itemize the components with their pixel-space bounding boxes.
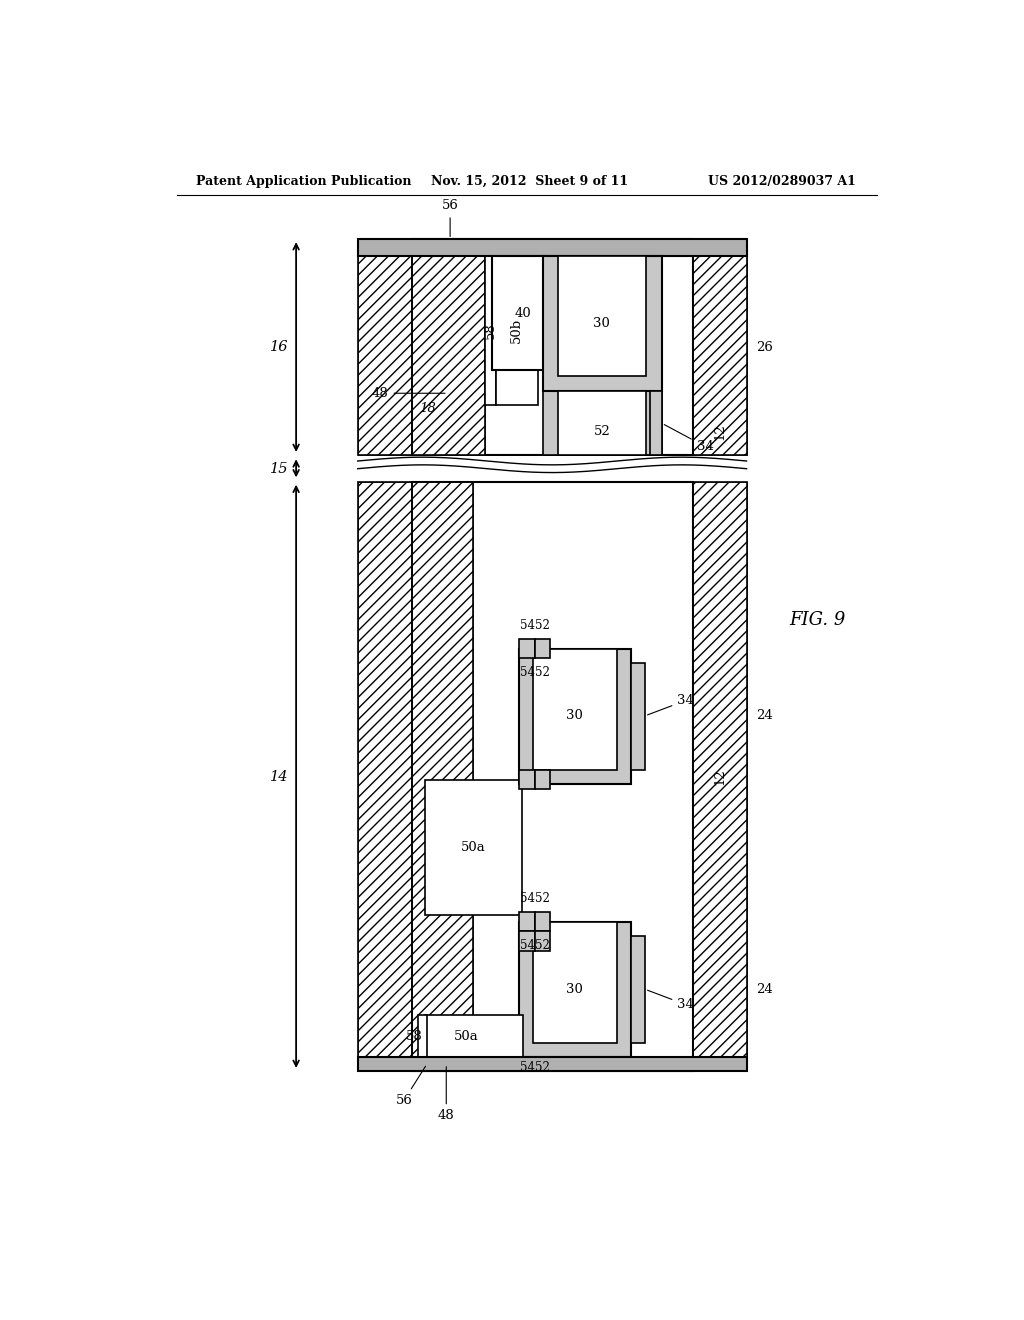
- Text: 12: 12: [713, 768, 726, 785]
- Bar: [534, 923, 617, 1043]
- Bar: [412, 482, 473, 1057]
- Text: 54: 54: [519, 619, 535, 632]
- Text: 54: 54: [519, 665, 535, 678]
- Bar: [418, 1015, 427, 1057]
- Bar: [558, 256, 646, 376]
- Bar: [692, 239, 746, 455]
- Text: 48: 48: [372, 387, 445, 400]
- Bar: [535, 770, 550, 789]
- Text: 34: 34: [665, 425, 714, 453]
- Text: 15: 15: [270, 462, 289, 475]
- Bar: [492, 256, 546, 370]
- Bar: [412, 256, 484, 455]
- Text: 56: 56: [395, 1067, 426, 1107]
- Bar: [692, 482, 746, 1071]
- Text: 34: 34: [647, 694, 694, 715]
- Text: 14: 14: [270, 770, 289, 784]
- Bar: [650, 391, 662, 455]
- Bar: [534, 649, 617, 770]
- Bar: [631, 663, 645, 770]
- Bar: [412, 256, 484, 455]
- Text: 52: 52: [536, 619, 550, 632]
- Text: 30: 30: [566, 709, 584, 722]
- Text: FIG. 9: FIG. 9: [788, 611, 845, 630]
- Bar: [543, 391, 662, 455]
- Text: 58: 58: [483, 322, 497, 339]
- Text: US 2012/0289037 A1: US 2012/0289037 A1: [708, 176, 856, 187]
- Bar: [357, 239, 746, 256]
- Bar: [692, 482, 746, 1071]
- Text: 40: 40: [514, 306, 530, 319]
- Text: 52: 52: [536, 892, 550, 906]
- Bar: [357, 482, 412, 1071]
- Text: 56: 56: [441, 199, 459, 236]
- Bar: [357, 1057, 746, 1071]
- Text: 52: 52: [536, 665, 550, 678]
- Bar: [519, 932, 535, 950]
- Bar: [519, 770, 535, 789]
- Text: 50a: 50a: [461, 841, 485, 854]
- Bar: [484, 256, 496, 405]
- Bar: [412, 239, 692, 455]
- Bar: [519, 923, 631, 1057]
- Bar: [519, 649, 631, 784]
- Bar: [412, 482, 692, 1071]
- Bar: [535, 639, 550, 659]
- Bar: [543, 256, 662, 391]
- Text: 34: 34: [647, 990, 694, 1011]
- Text: 50a: 50a: [454, 1030, 478, 1043]
- Bar: [357, 455, 746, 475]
- Bar: [692, 239, 746, 455]
- Text: 18: 18: [419, 403, 436, 416]
- Text: 30: 30: [566, 982, 584, 995]
- Text: Patent Application Publication: Patent Application Publication: [196, 176, 412, 187]
- Text: 52: 52: [594, 425, 610, 438]
- Text: 58: 58: [406, 1030, 422, 1043]
- Bar: [519, 912, 535, 932]
- Bar: [558, 391, 646, 455]
- Text: 12: 12: [713, 424, 726, 440]
- Text: 52: 52: [536, 1061, 550, 1074]
- Text: 54: 54: [519, 1061, 535, 1074]
- Text: 26: 26: [756, 341, 773, 354]
- Text: Nov. 15, 2012  Sheet 9 of 11: Nov. 15, 2012 Sheet 9 of 11: [431, 176, 628, 187]
- Bar: [535, 932, 550, 950]
- Text: 54: 54: [519, 892, 535, 906]
- Bar: [535, 912, 550, 932]
- Text: 52: 52: [536, 940, 550, 952]
- Text: 48: 48: [438, 1067, 455, 1122]
- Text: 24: 24: [756, 709, 772, 722]
- Bar: [519, 639, 535, 659]
- Bar: [425, 780, 521, 915]
- Bar: [631, 936, 645, 1043]
- Text: 54: 54: [519, 940, 535, 952]
- Text: 50b: 50b: [510, 318, 523, 343]
- Bar: [425, 1015, 523, 1057]
- Text: 16: 16: [270, 341, 289, 354]
- Bar: [496, 256, 538, 405]
- Text: 30: 30: [593, 317, 610, 330]
- Text: 24: 24: [756, 982, 772, 995]
- Bar: [357, 482, 412, 1071]
- Bar: [357, 239, 412, 455]
- Bar: [412, 482, 473, 1057]
- Bar: [357, 239, 412, 455]
